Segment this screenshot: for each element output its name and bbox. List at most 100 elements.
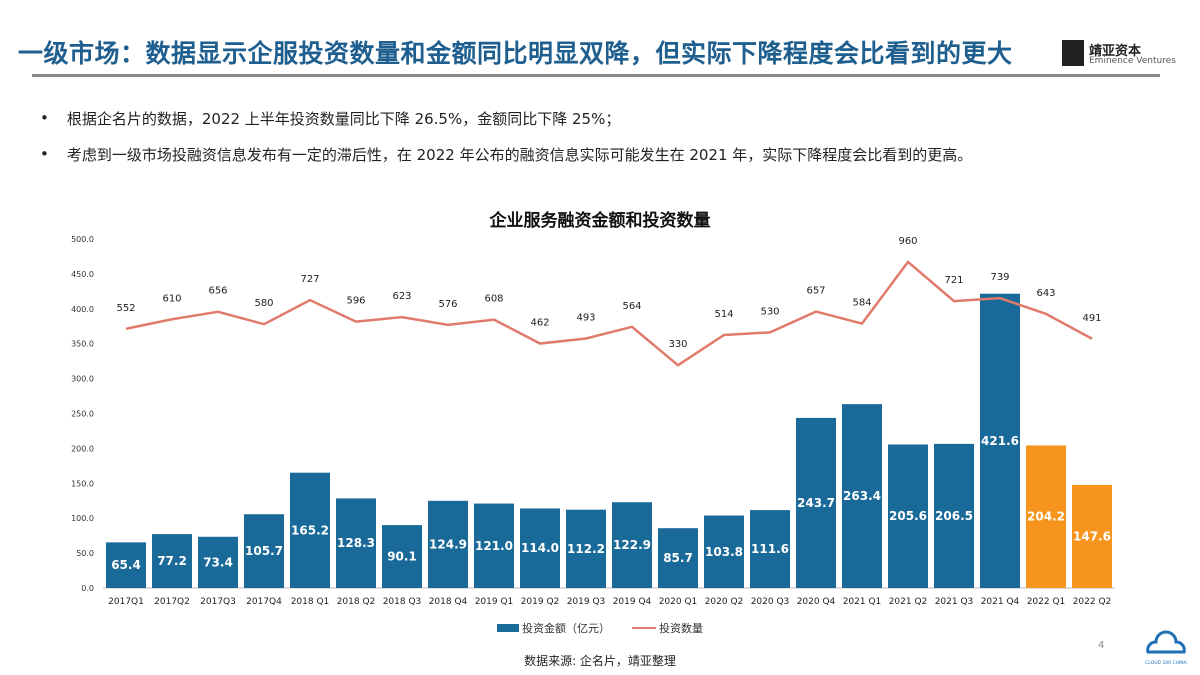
logo-en: Eminence Ventures xyxy=(1089,56,1176,66)
bar-data-label: 121.0 xyxy=(475,539,513,553)
logo-cn: 靖亚资本 xyxy=(1089,44,1142,59)
line-data-label: 657 xyxy=(806,286,825,297)
bar xyxy=(566,509,606,588)
bar-data-label: 73.4 xyxy=(203,555,233,569)
chart-legend: 投资金额（亿元） 投资数量 xyxy=(0,620,1200,636)
bar xyxy=(1072,484,1112,588)
line-data-label: 721 xyxy=(944,275,963,286)
bar-data-label: 205.6 xyxy=(889,509,927,523)
bar-data-label: 421.6 xyxy=(981,434,1019,448)
x-tick-label: 2018 Q1 xyxy=(291,597,330,607)
line-data-label: 491 xyxy=(1082,313,1101,324)
bar-data-label: 114.0 xyxy=(521,541,559,555)
cloud-icon: CLOUD 100 CHINA xyxy=(1145,630,1188,666)
bar xyxy=(750,510,790,588)
y-tick-label: 200.0 xyxy=(71,444,94,453)
bullet-list: • 根据企名片的数据，2022 上半年投资数量同比下降 26.5%，金额同比下降 … xyxy=(40,100,972,172)
bar-data-label: 65.4 xyxy=(111,558,141,572)
x-tick-label: 2020 Q1 xyxy=(659,597,698,607)
bar xyxy=(428,500,468,588)
bar-data-label: 90.1 xyxy=(387,550,417,564)
y-tick-label: 150.0 xyxy=(71,479,94,488)
x-tick-label: 2022 Q2 xyxy=(1073,597,1112,607)
x-tick-label: 2020 Q4 xyxy=(797,597,836,607)
line-data-label: 596 xyxy=(346,296,365,307)
bullet-item: • 考虑到一级市场投融资信息发布有一定的滞后性，在 2022 年公布的融资信息实际… xyxy=(40,136,972,172)
y-tick-label: 50.0 xyxy=(76,549,94,558)
bullet-text: 考虑到一级市场投融资信息发布有一定的滞后性，在 2022 年公布的融资信息实际可… xyxy=(66,145,973,164)
bar xyxy=(106,542,146,588)
x-tick-label: 2020 Q3 xyxy=(751,597,790,607)
x-tick-label: 2018 Q3 xyxy=(383,597,422,607)
bullet-dot: • xyxy=(40,109,49,127)
eminence-ventures-logo: 靖亚资本 Eminence Ventures xyxy=(1062,40,1192,68)
y-tick-label: 450.0 xyxy=(71,270,94,279)
bar xyxy=(244,514,284,588)
bar-data-label: 147.6 xyxy=(1073,529,1111,543)
cloud100-badge: CLOUD 100 CHINA xyxy=(1140,628,1192,668)
line-data-label: 514 xyxy=(714,309,733,320)
bar-data-label: 122.9 xyxy=(613,538,651,552)
x-tick-label: 2021 Q2 xyxy=(889,597,928,607)
title-divider xyxy=(32,74,1160,77)
line-swatch-icon xyxy=(632,627,656,629)
y-tick-label: 250.0 xyxy=(71,410,94,419)
svg-text:CLOUD 100 CHINA: CLOUD 100 CHINA xyxy=(1145,660,1187,666)
line-data-label: 530 xyxy=(760,306,779,317)
bar-data-label: 206.5 xyxy=(935,509,973,523)
x-tick-label: 2020 Q2 xyxy=(705,597,744,607)
legend-item-count: 投资数量 xyxy=(632,620,703,636)
x-tick-label: 2018 Q2 xyxy=(337,597,376,607)
y-tick-label: 0.0 xyxy=(81,584,94,593)
line-data-label: 564 xyxy=(622,301,641,312)
bar-data-label: 263.4 xyxy=(843,489,881,503)
bullet-item: • 根据企名片的数据，2022 上半年投资数量同比下降 26.5%，金额同比下降 … xyxy=(40,100,972,136)
bar xyxy=(796,417,836,588)
bar-data-label: 128.3 xyxy=(337,536,375,550)
logo-mark-icon xyxy=(1062,40,1084,66)
bar-data-label: 165.2 xyxy=(291,523,329,537)
bar xyxy=(290,472,330,588)
x-tick-label: 2017Q2 xyxy=(154,597,190,607)
line-data-label: 330 xyxy=(668,339,687,350)
x-tick-label: 2017Q3 xyxy=(200,597,236,607)
line-data-label: 576 xyxy=(438,299,457,310)
line-data-label: 643 xyxy=(1036,288,1055,299)
data-source: 数据来源: 企名片，靖亚整理 xyxy=(524,654,676,668)
bar xyxy=(1026,445,1066,588)
bar xyxy=(520,508,560,588)
bar xyxy=(382,525,422,588)
line-data-label: 610 xyxy=(162,293,181,304)
bar xyxy=(934,443,974,588)
legend-item-amount: 投资金额（亿元） xyxy=(497,620,610,636)
line-data-label: 584 xyxy=(852,298,871,309)
bar xyxy=(842,404,882,588)
x-tick-label: 2017Q1 xyxy=(108,597,144,607)
line-data-label: 552 xyxy=(116,303,135,314)
bar-data-label: 103.8 xyxy=(705,545,743,559)
x-tick-label: 2019 Q4 xyxy=(613,597,652,607)
x-tick-label: 2021 Q1 xyxy=(843,597,882,607)
y-tick-label: 300.0 xyxy=(71,375,94,384)
bar xyxy=(658,528,698,588)
x-tick-label: 2021 Q3 xyxy=(935,597,974,607)
x-tick-label: 2017Q4 xyxy=(246,597,282,607)
x-tick-label: 2019 Q2 xyxy=(521,597,560,607)
line-data-label: 739 xyxy=(990,272,1009,283)
chart-title: 企业服务融资金额和投资数量 xyxy=(489,211,711,231)
bar-data-label: 112.2 xyxy=(567,542,605,556)
line-data-label: 656 xyxy=(208,286,227,297)
x-tick-label: 2018 Q4 xyxy=(429,597,468,607)
bar xyxy=(152,534,192,588)
y-tick-label: 350.0 xyxy=(71,340,94,349)
x-tick-label: 2021 Q4 xyxy=(981,597,1020,607)
bar-data-label: 77.2 xyxy=(157,554,187,568)
bar-data-label: 111.6 xyxy=(751,542,789,556)
line-data-label: 580 xyxy=(254,298,273,309)
line-data-label: 462 xyxy=(530,318,549,329)
page-number: 4 xyxy=(1098,640,1105,651)
bar xyxy=(612,502,652,588)
bar-data-label: 243.7 xyxy=(797,496,835,510)
bar-swatch-icon xyxy=(497,624,519,632)
